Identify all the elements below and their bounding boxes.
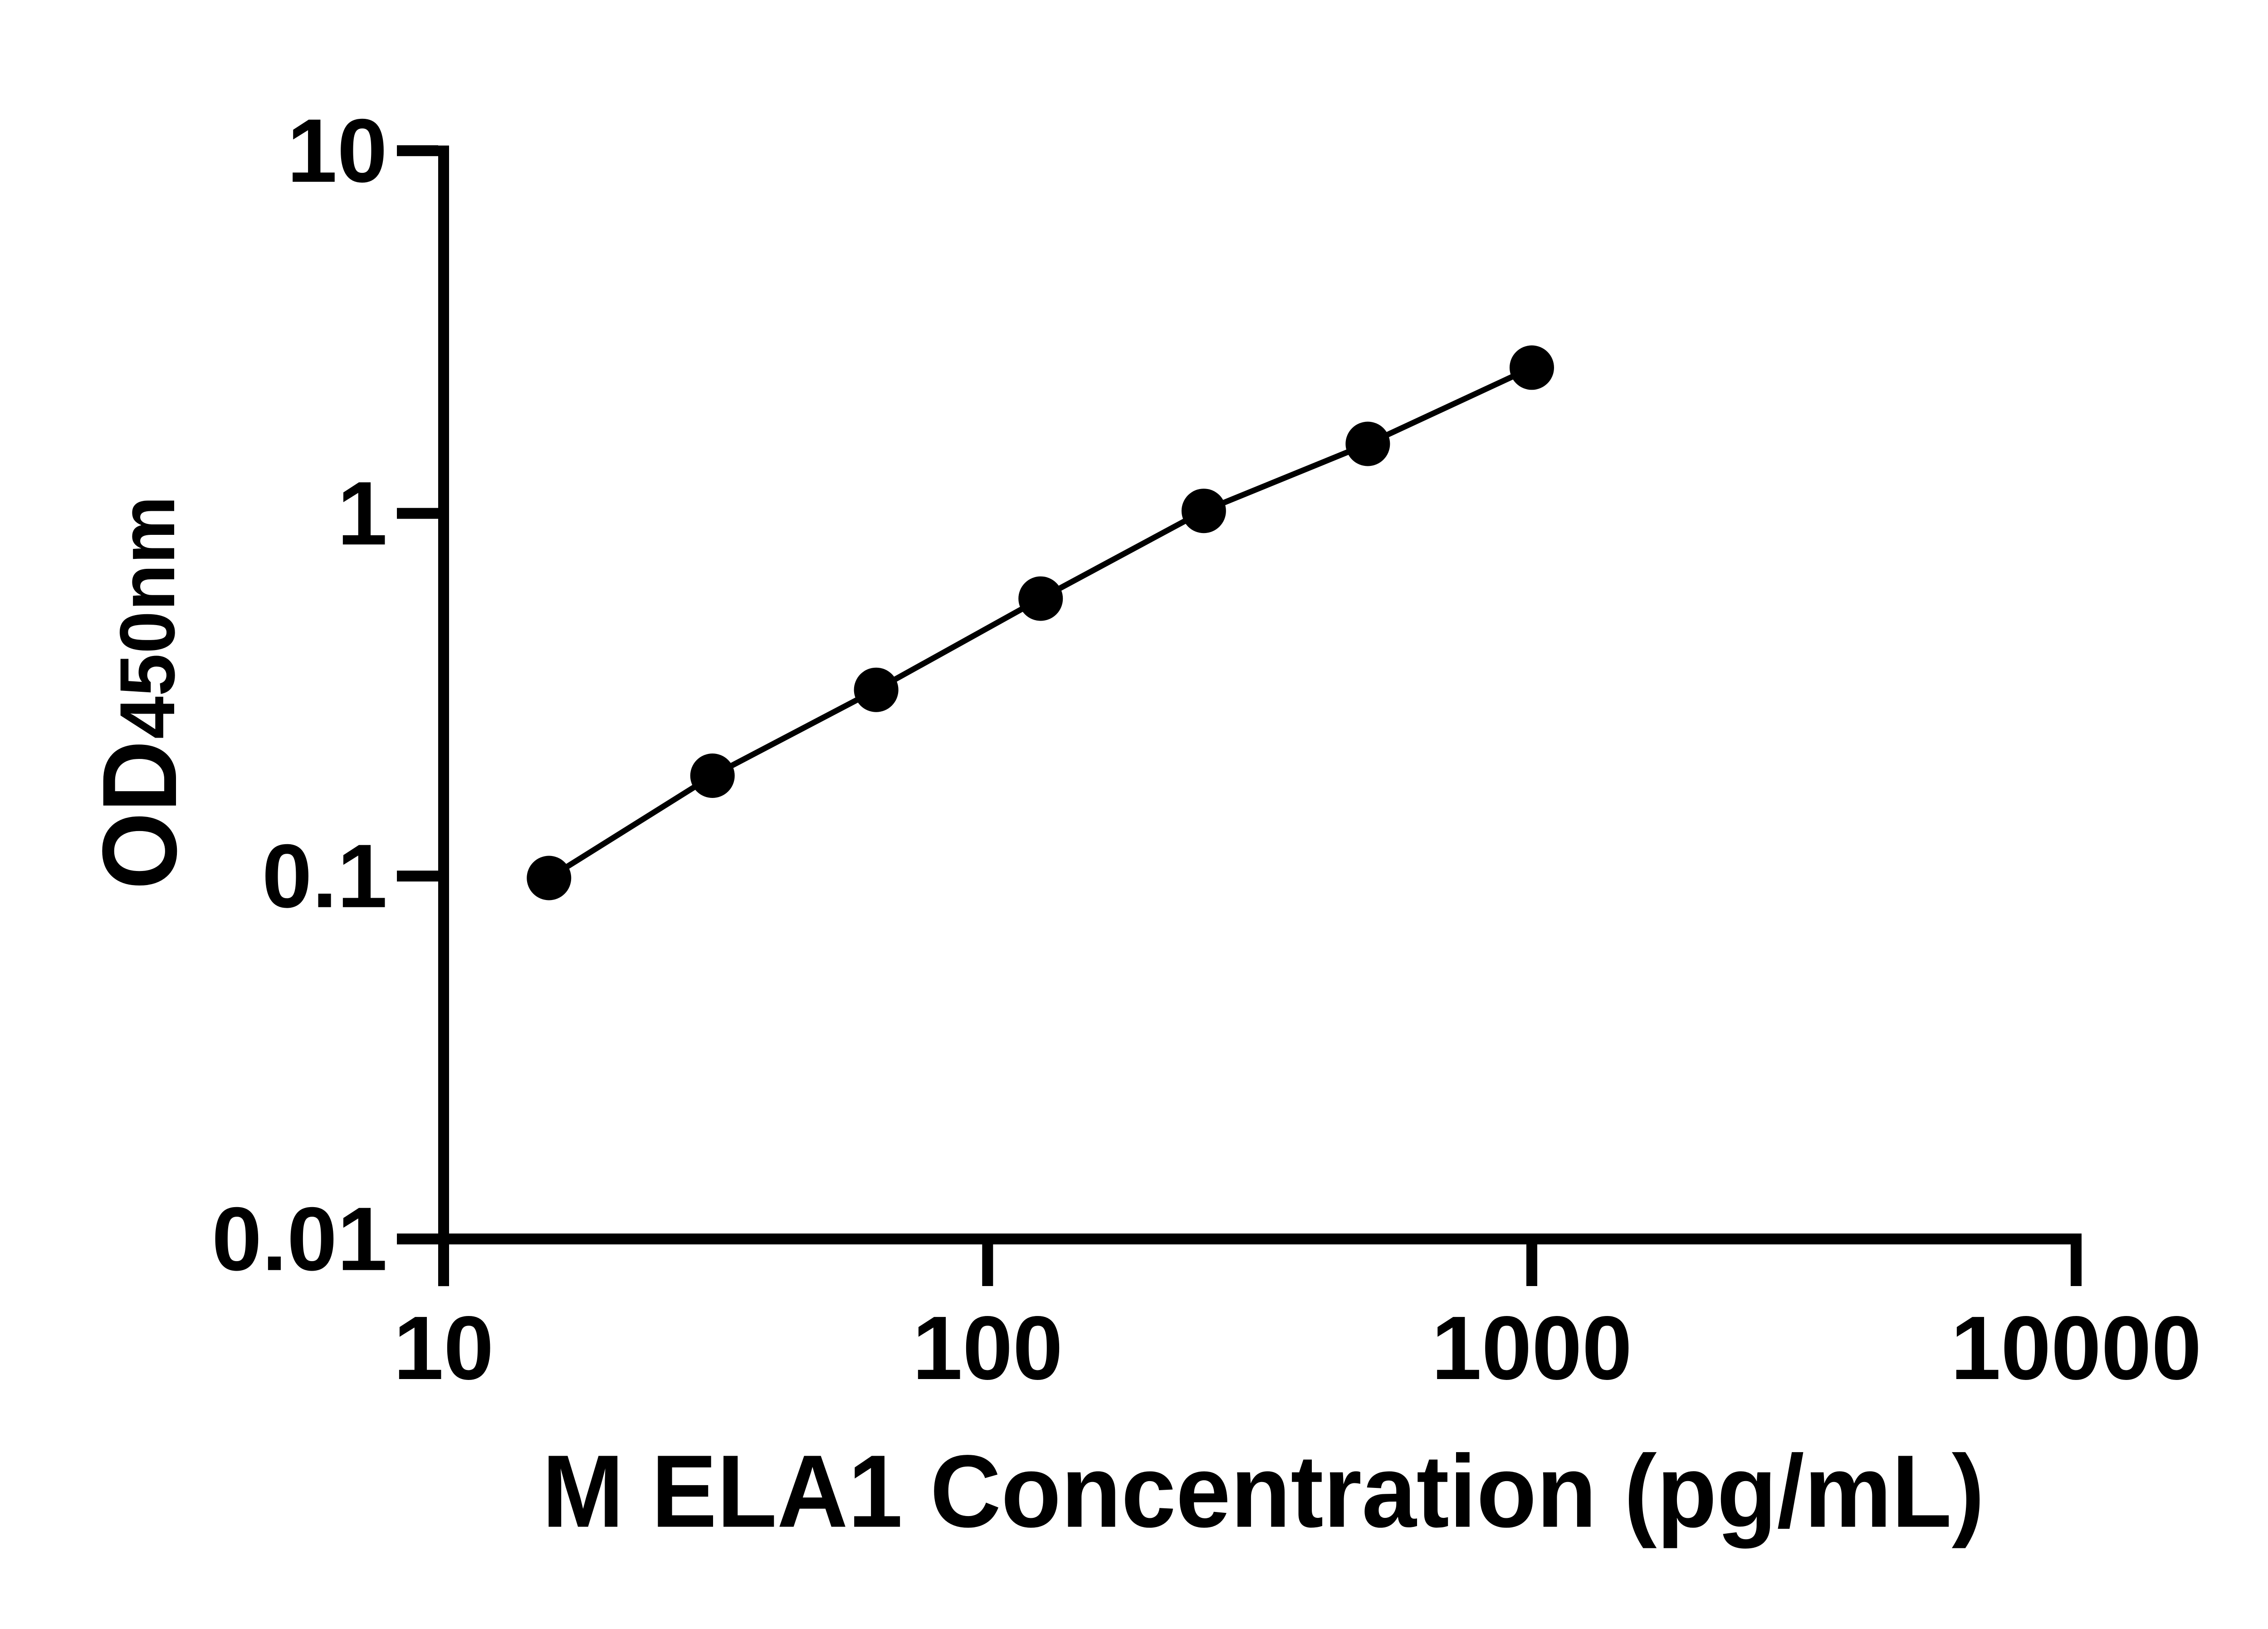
svg-text:0.01: 0.01 <box>212 1189 387 1290</box>
svg-text:1000: 1000 <box>1432 1298 1633 1399</box>
svg-text:OD: OD <box>81 740 199 890</box>
svg-text:10: 10 <box>393 1298 494 1399</box>
svg-text:100: 100 <box>912 1298 1063 1399</box>
svg-text:450nm: 450nm <box>104 496 191 739</box>
svg-text:1: 1 <box>337 463 387 564</box>
svg-text:M ELA1 Concentration (pg/mL): M ELA1 Concentration (pg/mL) <box>542 1434 1984 1549</box>
svg-text:0.1: 0.1 <box>262 826 387 927</box>
svg-text:10000: 10000 <box>1950 1298 2201 1399</box>
svg-text:10: 10 <box>287 101 387 201</box>
